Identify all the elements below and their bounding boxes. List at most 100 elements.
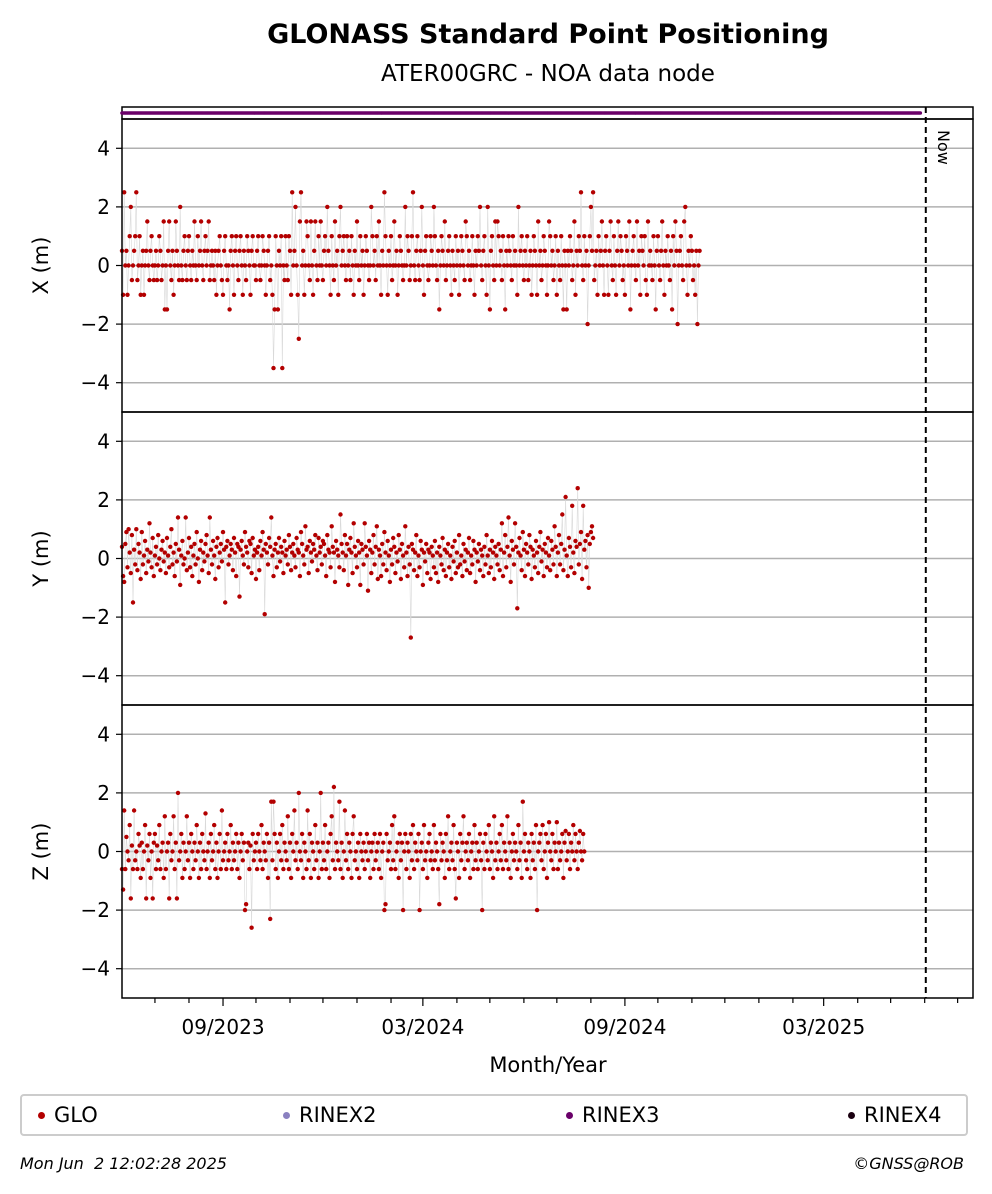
data-point <box>130 600 136 605</box>
data-point <box>219 808 225 813</box>
data-point <box>508 875 513 881</box>
data-point <box>672 263 677 268</box>
data-point <box>154 277 160 283</box>
data-point <box>179 263 184 268</box>
data-point <box>220 858 226 863</box>
data-point <box>351 521 356 526</box>
data-point <box>173 541 178 547</box>
data-point <box>320 840 326 845</box>
data-point <box>328 831 333 837</box>
data-point <box>144 896 149 901</box>
data-point <box>339 541 344 547</box>
data-point <box>449 292 454 297</box>
data-point <box>328 565 333 570</box>
data-point <box>410 190 416 195</box>
data-point <box>402 849 407 854</box>
data-point <box>376 866 382 872</box>
data-point <box>301 553 306 558</box>
data-point <box>202 559 207 564</box>
data-point <box>184 277 189 283</box>
data-point <box>422 248 428 253</box>
data-point <box>190 573 195 579</box>
data-point <box>648 248 653 253</box>
data-point <box>208 831 214 837</box>
data-point <box>181 840 186 845</box>
data-point <box>416 553 421 558</box>
data-point <box>309 559 315 564</box>
data-point <box>350 831 355 837</box>
data-point <box>263 292 268 297</box>
data-point <box>433 840 439 845</box>
data-point <box>510 234 516 239</box>
data-point <box>509 277 514 283</box>
data-point <box>514 544 519 549</box>
data-point <box>225 831 230 837</box>
data-point <box>526 562 531 567</box>
data-point <box>420 866 426 872</box>
data-point <box>298 190 304 195</box>
data-point <box>533 822 539 828</box>
data-point <box>175 263 181 268</box>
data-point <box>191 866 196 872</box>
data-point <box>139 263 144 268</box>
data-point <box>125 849 130 854</box>
data-point <box>370 840 375 845</box>
data-point <box>548 849 553 854</box>
data-point <box>212 277 217 283</box>
data-point <box>141 553 147 558</box>
data-point <box>324 866 329 872</box>
data-point <box>559 234 564 239</box>
data-point <box>443 573 449 579</box>
data-point <box>586 263 591 268</box>
data-point <box>568 840 574 845</box>
data-point <box>349 875 354 881</box>
data-point <box>483 831 488 837</box>
data-point <box>527 849 532 854</box>
data-point <box>200 831 205 837</box>
data-point <box>312 547 317 552</box>
data-point <box>294 840 299 845</box>
data-point <box>130 866 136 872</box>
data-point <box>460 248 465 253</box>
data-point <box>485 204 490 210</box>
data-point <box>163 570 169 576</box>
data-point <box>415 858 420 863</box>
data-point <box>397 831 402 837</box>
data-point <box>631 234 636 239</box>
data-point <box>346 582 351 588</box>
data-point <box>438 831 443 837</box>
data-point <box>266 234 272 239</box>
data-point <box>176 547 182 552</box>
data-point <box>359 263 364 268</box>
data-point <box>276 248 282 253</box>
data-point <box>499 521 505 526</box>
data-point <box>447 234 452 239</box>
data-point <box>453 896 458 901</box>
data-point <box>279 858 284 863</box>
data-point <box>344 234 350 239</box>
data-point <box>436 866 441 872</box>
data-point <box>408 635 413 640</box>
data-point <box>216 248 221 253</box>
data-point <box>374 234 379 239</box>
data-point <box>183 849 188 854</box>
data-point <box>551 866 556 872</box>
data-point <box>284 263 289 268</box>
data-point <box>314 858 319 863</box>
data-point <box>471 538 476 544</box>
data-point <box>450 248 455 253</box>
data-point <box>570 277 575 283</box>
data-point <box>395 840 400 845</box>
data-point <box>548 234 553 239</box>
data-point <box>329 234 334 239</box>
data-point <box>269 263 274 268</box>
data-point <box>151 573 156 579</box>
data-point <box>562 840 567 845</box>
data-point <box>227 307 232 312</box>
data-point <box>315 277 320 283</box>
data-point <box>181 248 186 253</box>
data-point <box>144 248 149 253</box>
data-point <box>582 547 587 552</box>
data-point <box>561 875 566 881</box>
data-point <box>200 568 205 573</box>
